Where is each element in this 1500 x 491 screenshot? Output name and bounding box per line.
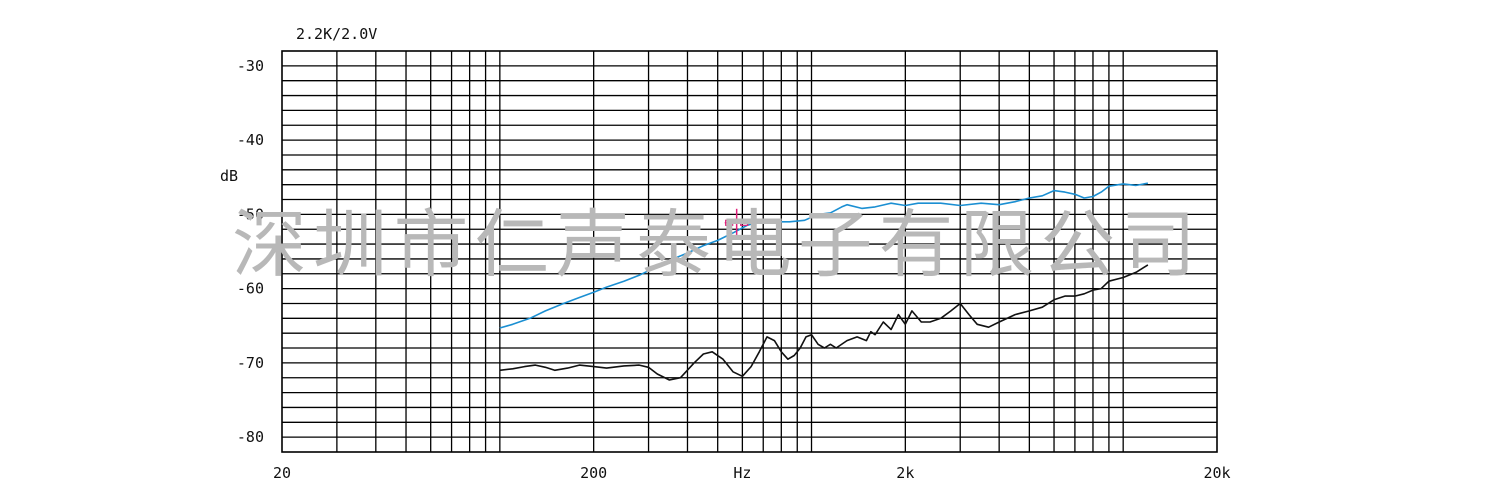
y-tick-label: -70 bbox=[237, 354, 264, 372]
watermark: 深圳市仁声泰电子有限公司 bbox=[232, 202, 1202, 288]
y-tick-labels: -30 -40 -50 -60 -70 -80 bbox=[237, 57, 264, 446]
y-axis-label: dB bbox=[220, 167, 238, 185]
plot-grid bbox=[281, 50, 1218, 453]
y-tick-label: -80 bbox=[237, 428, 264, 446]
x-tick-labels: 20 200 Hz 2k 20k bbox=[273, 464, 1231, 482]
series-line-2 bbox=[499, 264, 1149, 381]
header-label: 2.2K/2.0V bbox=[296, 25, 377, 43]
y-tick-label: -60 bbox=[237, 280, 264, 298]
y-tick-label: -40 bbox=[237, 131, 264, 149]
y-tick-label: -50 bbox=[237, 205, 264, 223]
x-tick-label: 200 bbox=[580, 464, 607, 482]
x-tick-label: Hz bbox=[733, 464, 751, 482]
cursor-marker bbox=[724, 208, 749, 237]
series-lines bbox=[499, 182, 1149, 381]
marker-box-left bbox=[725, 219, 734, 226]
x-tick-label: 2k bbox=[896, 464, 914, 482]
x-tick-label: 20 bbox=[273, 464, 291, 482]
marker-box-right bbox=[740, 219, 749, 226]
y-tick-label: -30 bbox=[237, 57, 264, 75]
x-tick-label: 20k bbox=[1203, 464, 1230, 482]
plot-frame bbox=[281, 50, 1218, 453]
series-line-1 bbox=[499, 182, 1149, 329]
